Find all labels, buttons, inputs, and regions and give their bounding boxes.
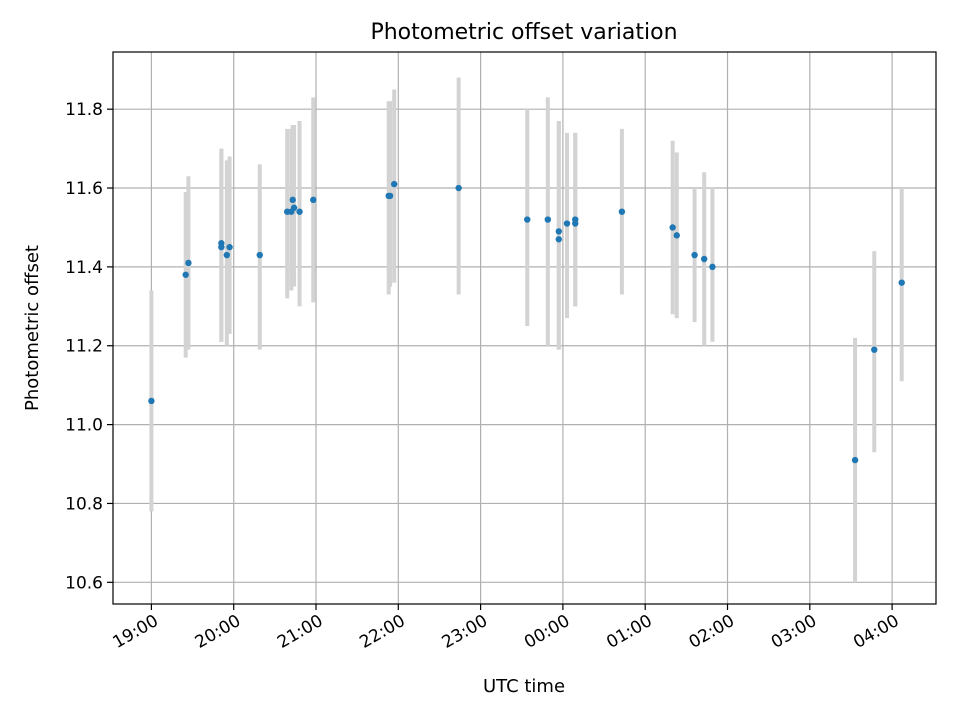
- data-point: [310, 196, 317, 204]
- data-point: [555, 236, 562, 243]
- data-point: [563, 220, 571, 227]
- data-point: [218, 243, 225, 251]
- data-point: [289, 196, 296, 204]
- data-point: [296, 208, 303, 215]
- data-point: [709, 263, 716, 271]
- data-point: [700, 255, 708, 263]
- data-point: [871, 346, 878, 353]
- data-point: [386, 192, 394, 200]
- plot-area-frame: [112, 51, 937, 605]
- y-tick-label: 11.6: [65, 179, 103, 199]
- data-point: [555, 228, 562, 235]
- data-point: [669, 224, 676, 231]
- data-point: [455, 184, 462, 192]
- data-points: [148, 180, 905, 464]
- x-axis-label: UTC time: [483, 676, 565, 697]
- data-point: [223, 251, 231, 259]
- y-axis-ticks: 10.6 10.8 11.0 11.2 11.4 11.6 11.8: [65, 100, 113, 593]
- data-point: [390, 180, 398, 188]
- data-point: [898, 279, 905, 286]
- data-point: [544, 216, 552, 223]
- y-tick-label: 10.6: [65, 573, 103, 593]
- y-tick-label: 11.0: [65, 416, 103, 436]
- y-tick-label: 11.4: [65, 258, 103, 278]
- data-point: [182, 271, 189, 278]
- data-point: [148, 397, 155, 405]
- data-point: [618, 208, 626, 215]
- y-tick-label: 11.8: [65, 100, 103, 120]
- data-point: [851, 456, 859, 464]
- data-point: [226, 243, 233, 251]
- data-point: [691, 251, 698, 259]
- data-point: [673, 232, 680, 239]
- data-point: [185, 259, 192, 267]
- chart-title: Photometric offset variation: [370, 20, 677, 45]
- y-axis-label: Photometric offset: [22, 245, 43, 411]
- data-point: [524, 216, 531, 223]
- data-point: [290, 204, 298, 211]
- grid: [113, 52, 936, 604]
- y-tick-label: 11.2: [65, 337, 103, 357]
- data-point: [256, 251, 263, 259]
- data-point: [572, 216, 579, 223]
- y-tick-label: 10.8: [65, 494, 103, 514]
